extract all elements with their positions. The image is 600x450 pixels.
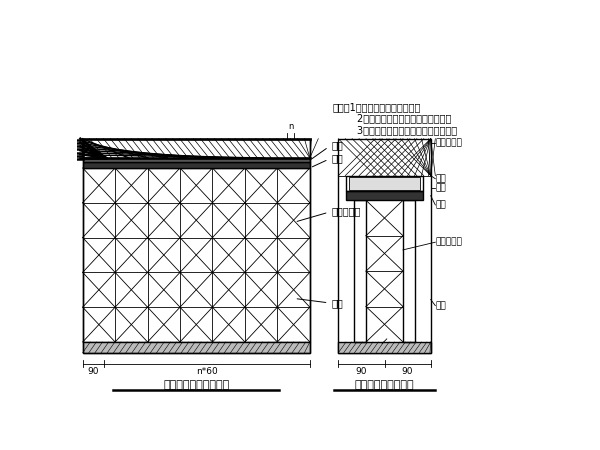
Text: n*60: n*60 bbox=[196, 367, 218, 376]
Text: 安全防护网: 安全防护网 bbox=[436, 139, 462, 148]
Bar bbox=[83, 342, 310, 353]
Bar bbox=[403, 200, 415, 342]
Text: 说明：1、本图尺寸均以毫米计，: 说明：1、本图尺寸均以毫米计， bbox=[332, 102, 421, 112]
Text: 3、支架高度根据墩柱高度进行调垫，: 3、支架高度根据墩柱高度进行调垫， bbox=[332, 125, 457, 135]
Bar bbox=[83, 158, 310, 162]
Text: 纵梁: 纵梁 bbox=[313, 153, 343, 167]
Text: 碗扣式支架: 碗扣式支架 bbox=[436, 238, 462, 247]
Text: 侧模: 侧模 bbox=[436, 174, 446, 183]
Bar bbox=[338, 139, 431, 176]
Text: 纵梁: 纵梁 bbox=[436, 200, 446, 209]
Bar bbox=[346, 176, 423, 191]
Text: 墩柱: 墩柱 bbox=[297, 298, 343, 308]
Text: 90: 90 bbox=[402, 367, 413, 376]
Bar bbox=[338, 342, 431, 353]
Text: 墩柱: 墩柱 bbox=[436, 301, 446, 310]
Bar bbox=[354, 200, 366, 342]
Text: n: n bbox=[288, 122, 293, 131]
Text: 横梁: 横梁 bbox=[436, 184, 446, 193]
Text: 90: 90 bbox=[356, 367, 367, 376]
Text: 叠梁施工支架立面图: 叠梁施工支架立面图 bbox=[355, 380, 415, 390]
Bar bbox=[83, 139, 310, 353]
Bar bbox=[349, 177, 420, 189]
Text: 2、支架底都坐在处理好的地基上，: 2、支架底都坐在处理好的地基上， bbox=[332, 113, 452, 123]
Bar bbox=[346, 191, 423, 200]
Bar bbox=[83, 162, 310, 168]
Text: 碗扣式支架: 碗扣式支架 bbox=[297, 207, 361, 221]
Bar bbox=[83, 168, 310, 342]
Text: 叠梁施工支架横断面图: 叠梁施工支架横断面图 bbox=[163, 380, 229, 390]
Text: 横梁: 横梁 bbox=[312, 140, 343, 159]
Bar bbox=[338, 139, 431, 353]
Text: 90: 90 bbox=[88, 367, 99, 376]
